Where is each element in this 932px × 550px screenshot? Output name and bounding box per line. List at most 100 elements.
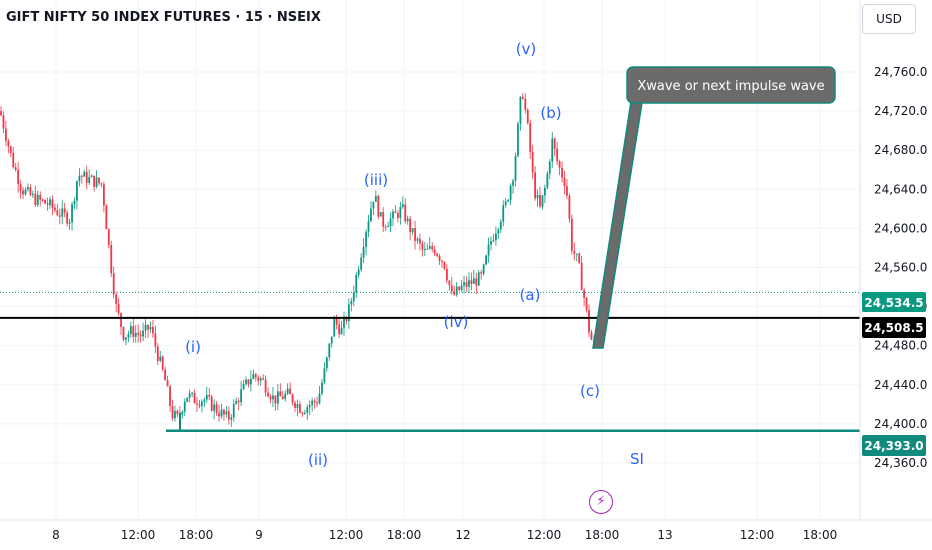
candle-body bbox=[63, 208, 66, 213]
candlestick-series bbox=[0, 93, 598, 427]
candle-body bbox=[330, 336, 333, 344]
current-price-badge bbox=[862, 292, 926, 312]
price-tick-label: 24,640.0 bbox=[874, 182, 927, 196]
candle-body bbox=[129, 326, 132, 335]
candle-body bbox=[323, 368, 326, 383]
candle-body bbox=[88, 177, 91, 183]
candle-body bbox=[590, 332, 593, 340]
candle-body bbox=[367, 221, 370, 232]
candle-body bbox=[411, 228, 414, 233]
candle-body bbox=[137, 332, 140, 335]
candle-body bbox=[259, 378, 262, 381]
lightning-bolt-icon[interactable]: ⚡ bbox=[589, 490, 613, 514]
candle-body bbox=[472, 278, 475, 284]
candle-body bbox=[174, 410, 176, 419]
candle-body bbox=[568, 195, 571, 219]
time-tick-label: 13 bbox=[657, 528, 672, 542]
candle-body bbox=[110, 245, 113, 274]
candle-body bbox=[127, 334, 130, 338]
candle-body bbox=[419, 238, 421, 244]
candle-body bbox=[232, 403, 235, 418]
candle-body bbox=[578, 253, 581, 263]
candle-body bbox=[14, 167, 17, 170]
candle-body bbox=[392, 211, 394, 219]
price-tick-label: 24,760.0 bbox=[874, 65, 927, 79]
candle-body bbox=[39, 194, 42, 200]
candle-body bbox=[561, 167, 563, 178]
candle-body bbox=[252, 374, 255, 379]
candle-body bbox=[311, 400, 314, 406]
time-tick-label: 18:00 bbox=[387, 528, 422, 542]
candle-body bbox=[210, 396, 213, 411]
candle-body bbox=[46, 203, 49, 205]
candle-body bbox=[161, 356, 164, 370]
candle-body bbox=[482, 264, 485, 274]
chart-grid bbox=[0, 0, 860, 520]
candle-body bbox=[360, 257, 363, 270]
candle-body bbox=[340, 327, 343, 335]
candle-body bbox=[507, 199, 510, 202]
candle-body bbox=[588, 309, 590, 333]
candle-body bbox=[225, 411, 228, 415]
price-axis[interactable]: 24,360.024,400.024,440.024,480.024,520.0… bbox=[874, 65, 927, 470]
projection-arrow[interactable] bbox=[592, 93, 643, 349]
candle-body bbox=[83, 171, 86, 177]
candle-body bbox=[399, 206, 402, 218]
time-tick-label: 18:00 bbox=[803, 528, 838, 542]
candle-body bbox=[149, 327, 152, 330]
candle-body bbox=[31, 193, 34, 195]
candle-body bbox=[186, 397, 189, 402]
candle-body bbox=[154, 333, 157, 347]
candle-body bbox=[41, 199, 44, 201]
candle-body bbox=[477, 272, 480, 286]
candle-body bbox=[125, 337, 127, 340]
candle-body bbox=[357, 269, 360, 275]
candle-body bbox=[193, 392, 196, 404]
candle-body bbox=[460, 285, 463, 291]
price-tick-label: 24,600.0 bbox=[874, 221, 927, 235]
symbol-title[interactable]: GIFT NIFTY 50 INDEX FUTURES · 15 · NSEIX bbox=[6, 10, 321, 25]
candle-body bbox=[458, 286, 461, 291]
candle-body bbox=[495, 233, 497, 241]
candle-body bbox=[230, 417, 233, 420]
candle-body bbox=[416, 238, 419, 241]
candle-body bbox=[306, 407, 309, 413]
candle-body bbox=[36, 194, 39, 205]
current-price-badge-text: 24,534.5 bbox=[864, 296, 923, 310]
candle-body bbox=[450, 285, 453, 292]
candle-body bbox=[240, 389, 242, 403]
candle-body bbox=[397, 212, 399, 218]
candle-body bbox=[321, 382, 323, 394]
candle-body bbox=[512, 180, 514, 186]
candle-body bbox=[142, 330, 144, 337]
candle-body bbox=[446, 268, 448, 281]
candle-body bbox=[423, 248, 426, 250]
candle-body bbox=[394, 211, 397, 213]
candle-body bbox=[531, 152, 534, 173]
support-price-badge bbox=[862, 435, 926, 456]
candle-body bbox=[553, 138, 556, 149]
candle-body bbox=[237, 400, 240, 403]
candle-body bbox=[492, 240, 495, 242]
candle-body bbox=[29, 187, 32, 195]
candle-body bbox=[144, 324, 147, 331]
candle-body bbox=[585, 297, 588, 310]
candle-body bbox=[296, 404, 299, 408]
price-tick-label: 24,720.0 bbox=[874, 104, 927, 118]
candle-body bbox=[120, 313, 122, 328]
currency-button[interactable]: USD bbox=[862, 4, 916, 34]
candle-body bbox=[428, 246, 431, 249]
candle-body bbox=[152, 327, 154, 334]
candle-body bbox=[56, 210, 59, 216]
candle-body bbox=[49, 199, 51, 205]
price-tick-label: 24,480.0 bbox=[874, 339, 927, 353]
time-axis[interactable]: 8 12:00 18:00 9 12:00 18:00 12 12:00 18:00 13 12:0… bbox=[0, 519, 932, 542]
candle-body bbox=[27, 187, 29, 190]
candle-body bbox=[115, 294, 118, 304]
candle-body bbox=[276, 391, 279, 404]
support-price-badge-text: 24,393.0 bbox=[864, 439, 923, 453]
candle-body bbox=[218, 412, 220, 417]
candle-body bbox=[198, 404, 201, 406]
annotation-callout[interactable] bbox=[626, 66, 836, 104]
